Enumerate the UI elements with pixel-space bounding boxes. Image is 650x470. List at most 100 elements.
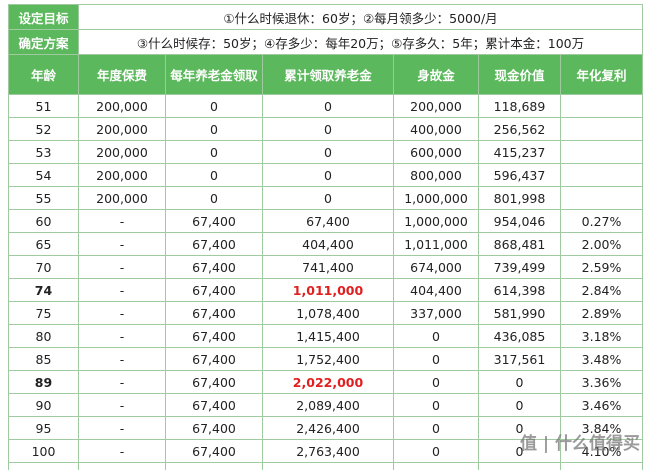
table-cell: 4.29% xyxy=(560,462,643,470)
table-cell: 74 xyxy=(8,278,79,302)
table-cell: - xyxy=(78,301,166,325)
plan-text: ③什么时候存：50岁；④存多少：每年20万；⑤存多久：5年；累计本金：100万 xyxy=(78,29,643,55)
table-cell: 404,400 xyxy=(393,278,479,302)
table-cell: 3.84% xyxy=(560,416,643,440)
plan-table: 设定目标 ①什么时候退休：60岁；②每月领多少：5000/月 确定方案 ③什么时候存：… xyxy=(8,4,643,55)
table-cell: 317,561 xyxy=(478,347,561,371)
table-cell: 0 xyxy=(262,186,394,210)
table-cell: 1,415,400 xyxy=(262,324,394,348)
table-cell: 2,089,400 xyxy=(262,393,394,417)
table-cell: 200,000 xyxy=(78,186,166,210)
table-cell: 95 xyxy=(8,416,79,440)
table-cell: - xyxy=(78,439,166,463)
table-cell: 1,752,400 xyxy=(262,347,394,371)
table-cell: - xyxy=(78,209,166,233)
table-cell: - xyxy=(78,278,166,302)
table-cell: 0 xyxy=(478,416,561,440)
table-cell: 1,000,000 xyxy=(393,209,479,233)
table-cell: 3.46% xyxy=(560,393,643,417)
table-cell: 60 xyxy=(8,209,79,233)
table-cell: 67,400 xyxy=(165,370,263,394)
table-cell: 3,100,400 xyxy=(262,462,394,470)
table-cell: 2.84% xyxy=(560,278,643,302)
plan-label: 设定目标 xyxy=(8,4,79,30)
table-cell: 200,000 xyxy=(78,140,166,164)
table-cell: 67,400 xyxy=(165,324,263,348)
table-cell: 67,400 xyxy=(262,209,394,233)
table-cell: - xyxy=(78,324,166,348)
table-cell: 1,000,000 xyxy=(393,186,479,210)
table-cell: 0.27% xyxy=(560,209,643,233)
table-cell: 0 xyxy=(393,347,479,371)
table-cell xyxy=(560,94,643,118)
table-cell: 0 xyxy=(478,370,561,394)
table-cell: 1,078,400 xyxy=(262,301,394,325)
table-cell: 118,689 xyxy=(478,94,561,118)
table-cell: 85 xyxy=(8,347,79,371)
table-cell: 70 xyxy=(8,255,79,279)
table-cell: 67,400 xyxy=(165,278,263,302)
table-cell: 2,426,400 xyxy=(262,416,394,440)
table-cell: - xyxy=(78,462,166,470)
table-cell: 0 xyxy=(165,94,263,118)
sheet: 设定目标 ①什么时候退休：60岁；②每月领多少：5000/月 确定方案 ③什么时候存：… xyxy=(8,4,643,470)
table-cell: 0 xyxy=(393,416,479,440)
table-cell: - xyxy=(78,416,166,440)
table-cell: 100 xyxy=(8,439,79,463)
table-cell: 954,046 xyxy=(478,209,561,233)
table-cell: 3.36% xyxy=(560,370,643,394)
table-cell: 0 xyxy=(262,94,394,118)
table-cell: 67,400 xyxy=(165,439,263,463)
table-cell: 0 xyxy=(165,163,263,187)
table-cell: 337,000 xyxy=(393,301,479,325)
table-cell: 67,400 xyxy=(165,255,263,279)
table-cell: 0 xyxy=(262,117,394,141)
table-cell xyxy=(560,117,643,141)
table-cell: 256,562 xyxy=(478,117,561,141)
table-cell: 436,085 xyxy=(478,324,561,348)
table-cell: - xyxy=(78,393,166,417)
table-row: 89-67,400 2,022,000 0 0 3.36% xyxy=(8,370,643,394)
table-cell: 581,990 xyxy=(478,301,561,325)
table-cell: 2,022,000 xyxy=(262,370,394,394)
table-cell: 0 xyxy=(393,439,479,463)
plan-label: 确定方案 xyxy=(8,29,79,55)
table-cell: 67,400 xyxy=(165,416,263,440)
table-cell: - xyxy=(78,232,166,256)
table-cell: 2.59% xyxy=(560,255,643,279)
table-row: 80-67,400 1,415,400 0 436,085 3.18% xyxy=(8,324,643,348)
column-header: 累计领取养老金 xyxy=(262,54,394,95)
table-cell: 200,000 xyxy=(78,163,166,187)
table-cell: 415,237 xyxy=(478,140,561,164)
table-cell: 2.89% xyxy=(560,301,643,325)
table-cell: 51 xyxy=(8,94,79,118)
table-cell: 67,400 xyxy=(165,393,263,417)
table-cell: 800,000 xyxy=(393,163,479,187)
table-row: 52 200,000 0 0 400,000 256,562 xyxy=(8,117,643,141)
table-cell: 200,000 xyxy=(78,94,166,118)
table-cell: 105 xyxy=(8,462,79,470)
table-cell: 3.48% xyxy=(560,347,643,371)
table-cell: 674,000 xyxy=(393,255,479,279)
table-cell: 2.00% xyxy=(560,232,643,256)
table-cell xyxy=(560,163,643,187)
column-header: 身故金 xyxy=(393,54,479,95)
table-cell: 0 xyxy=(393,393,479,417)
table-row: 90-67,400 2,089,400 0 0 3.46% xyxy=(8,393,643,417)
table-cell: 0 xyxy=(165,117,263,141)
table-cell: 739,499 xyxy=(478,255,561,279)
table-row: 75-67,400 1,078,400 337,000 581,990 2.89% xyxy=(8,301,643,325)
table-cell: 0 xyxy=(165,186,263,210)
table-row: 53 200,000 0 0 600,000 415,237 xyxy=(8,140,643,164)
table-cell: 1,011,000 xyxy=(393,232,479,256)
table-cell: 90 xyxy=(8,393,79,417)
table-cell: 1,011,000 xyxy=(262,278,394,302)
table-cell: 0 xyxy=(393,324,479,348)
table-cell: 868,481 xyxy=(478,232,561,256)
plan-text: ①什么时候退休：60岁；②每月领多少：5000/月 xyxy=(78,4,643,30)
column-header: 每年养老金领取 xyxy=(165,54,263,95)
table-row: 54 200,000 0 0 800,000 596,437 xyxy=(8,163,643,187)
table-cell: 0 xyxy=(478,462,561,470)
table-cell: 0 xyxy=(393,462,479,470)
plan-row: 确定方案 ③什么时候存：50岁；④存多少：每年20万；⑤存多久：5年；累计本金：1… xyxy=(8,29,643,55)
